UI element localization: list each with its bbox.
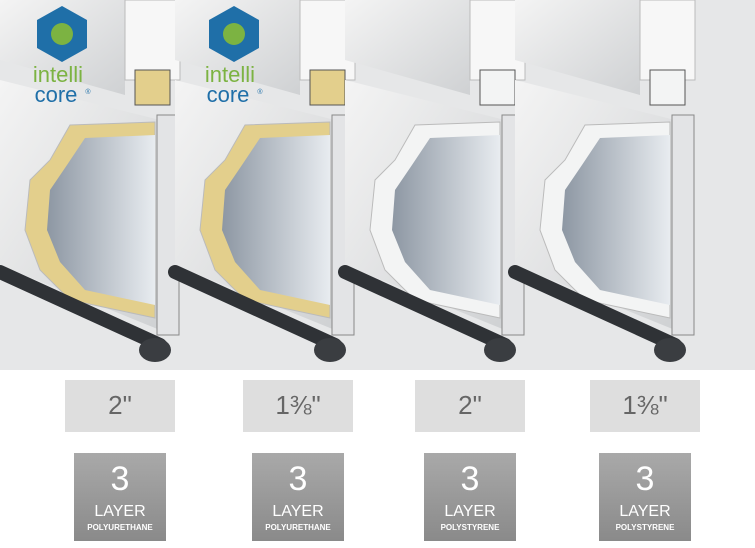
insulation-type: POLYSTYRENE — [441, 523, 500, 532]
cut-face — [47, 135, 155, 305]
logo-core-text: core — [35, 82, 78, 107]
door-section — [338, 0, 526, 362]
layer-box — [74, 453, 166, 541]
bottom-seal — [0, 265, 167, 352]
thickness-box — [65, 380, 175, 432]
logo-intelli: intelli — [205, 62, 255, 87]
cut-face — [392, 135, 500, 305]
bottom-seal — [508, 265, 682, 352]
thickness: 2" — [108, 390, 132, 420]
door-section — [508, 0, 696, 362]
thickness-box — [243, 380, 353, 432]
logo-core-text: core — [207, 82, 250, 107]
layer-word: LAYER — [272, 503, 323, 520]
layer-count: 3 — [461, 460, 480, 498]
top-rail — [309, 69, 346, 106]
insulation-type: POLYURETHANE — [87, 523, 153, 532]
side-rail — [671, 114, 695, 336]
thickness: 1⅜" — [275, 390, 320, 420]
logo-core — [51, 23, 73, 45]
seal-bulb — [314, 338, 346, 362]
bottom-seal — [168, 265, 342, 352]
layer-count: 3 — [289, 460, 308, 498]
top-section — [124, 0, 181, 81]
cut-face — [222, 135, 330, 305]
layer-word: LAYER — [94, 503, 145, 520]
thickness: 2" — [458, 390, 482, 420]
layer-box — [599, 453, 691, 541]
layer-word: LAYER — [619, 503, 670, 520]
thickness: 1⅜" — [622, 390, 667, 420]
logo-mark: ® — [257, 88, 263, 96]
seal-bulb — [139, 338, 171, 362]
door-section — [0, 0, 181, 362]
logo-mark: ® — [85, 88, 91, 96]
insulation-type: POLYURETHANE — [265, 523, 331, 532]
seal-bulb — [484, 338, 516, 362]
layer-box — [424, 453, 516, 541]
bottom-seal — [338, 265, 512, 352]
seal-bulb — [654, 338, 686, 362]
upper-panel — [515, 0, 640, 95]
layer-word: LAYER — [444, 503, 495, 520]
top-rail — [479, 69, 516, 106]
layer-count: 3 — [111, 460, 130, 498]
layer-box — [252, 453, 344, 541]
cut-face — [562, 135, 670, 305]
top-rail — [134, 69, 171, 106]
top-rail — [649, 69, 686, 106]
upper-panel — [345, 0, 470, 95]
layer-count: 3 — [636, 460, 655, 498]
logo-core — [223, 23, 245, 45]
logo-intelli: intelli — [33, 62, 83, 87]
thickness-box — [590, 380, 700, 432]
thickness-box — [415, 380, 525, 432]
insulation-type: POLYSTYRENE — [616, 523, 675, 532]
top-section — [639, 0, 696, 81]
